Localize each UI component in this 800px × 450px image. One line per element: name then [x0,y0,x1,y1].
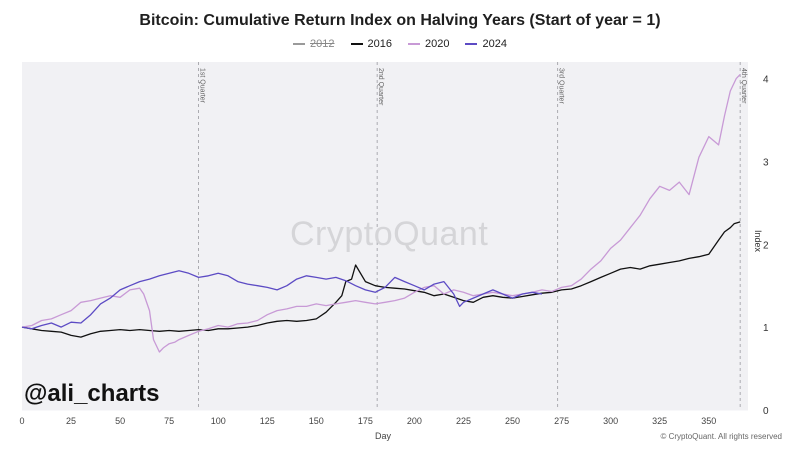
quarter-label: 1st Quarter [199,68,206,104]
series-line-2016 [21,221,741,338]
x-tick-label: 0 [19,416,24,426]
y-tick-label: 0 [763,406,769,417]
x-tick-label: 75 [164,416,174,426]
watermark: CryptoQuant [290,215,489,253]
y-tick-label: 2 [763,240,769,251]
x-axis-label: Day [374,431,391,441]
legend-label-2016: 2016 [367,38,392,50]
y-tick-label: 3 [763,157,769,168]
chart-title: Bitcoin: Cumulative Return Index on Halv… [139,12,661,29]
legend: 2012 2016 2020 2024 [0,38,800,50]
x-tick-label: 300 [603,416,618,426]
legend-item-2024[interactable]: 2024 [465,38,507,50]
x-tick-label: 325 [652,416,667,426]
quarter-label: 4th Quarter [740,68,747,104]
legend-swatch-2016 [350,43,363,45]
x-tick-label: 350 [701,416,716,426]
quarter-label: 2nd Quarter [377,68,384,106]
plot-area [22,62,748,410]
y-axis-label: Index [753,230,763,253]
legend-label-2024: 2024 [482,38,507,50]
legend-label-2020: 2020 [425,38,450,50]
legend-item-2016[interactable]: 2016 [350,38,392,50]
quarter-label: 3rd Quarter [558,68,565,104]
y-tick-label: 1 [763,323,769,334]
legend-label-2012: 2012 [310,38,335,50]
x-tick-label: 200 [407,416,422,426]
legend-swatch-2012 [293,43,306,45]
x-tick-label: 275 [554,416,569,426]
x-tick-label: 100 [211,416,226,426]
legend-item-2020[interactable]: 2020 [408,38,449,50]
x-tick-label: 150 [309,416,324,426]
x-tick-label: 250 [505,416,520,426]
y-tick-label: 4 [763,75,769,86]
legend-swatch-2020 [408,43,420,45]
legend-item-2012[interactable]: 2012 [293,38,335,50]
series-line-2020 [21,73,741,353]
x-tick-label: 175 [358,416,373,426]
copyright-text: © CryptoQuant. All rights reserved [660,432,783,441]
x-tick-label: 125 [260,416,275,426]
series-line-2024 [21,270,543,330]
x-tick-label: 25 [66,416,76,426]
x-tick-label: 50 [115,416,125,426]
x-tick-label: 225 [456,416,471,426]
legend-swatch-2024 [465,43,478,45]
author-handle: @ali_charts [24,380,160,407]
